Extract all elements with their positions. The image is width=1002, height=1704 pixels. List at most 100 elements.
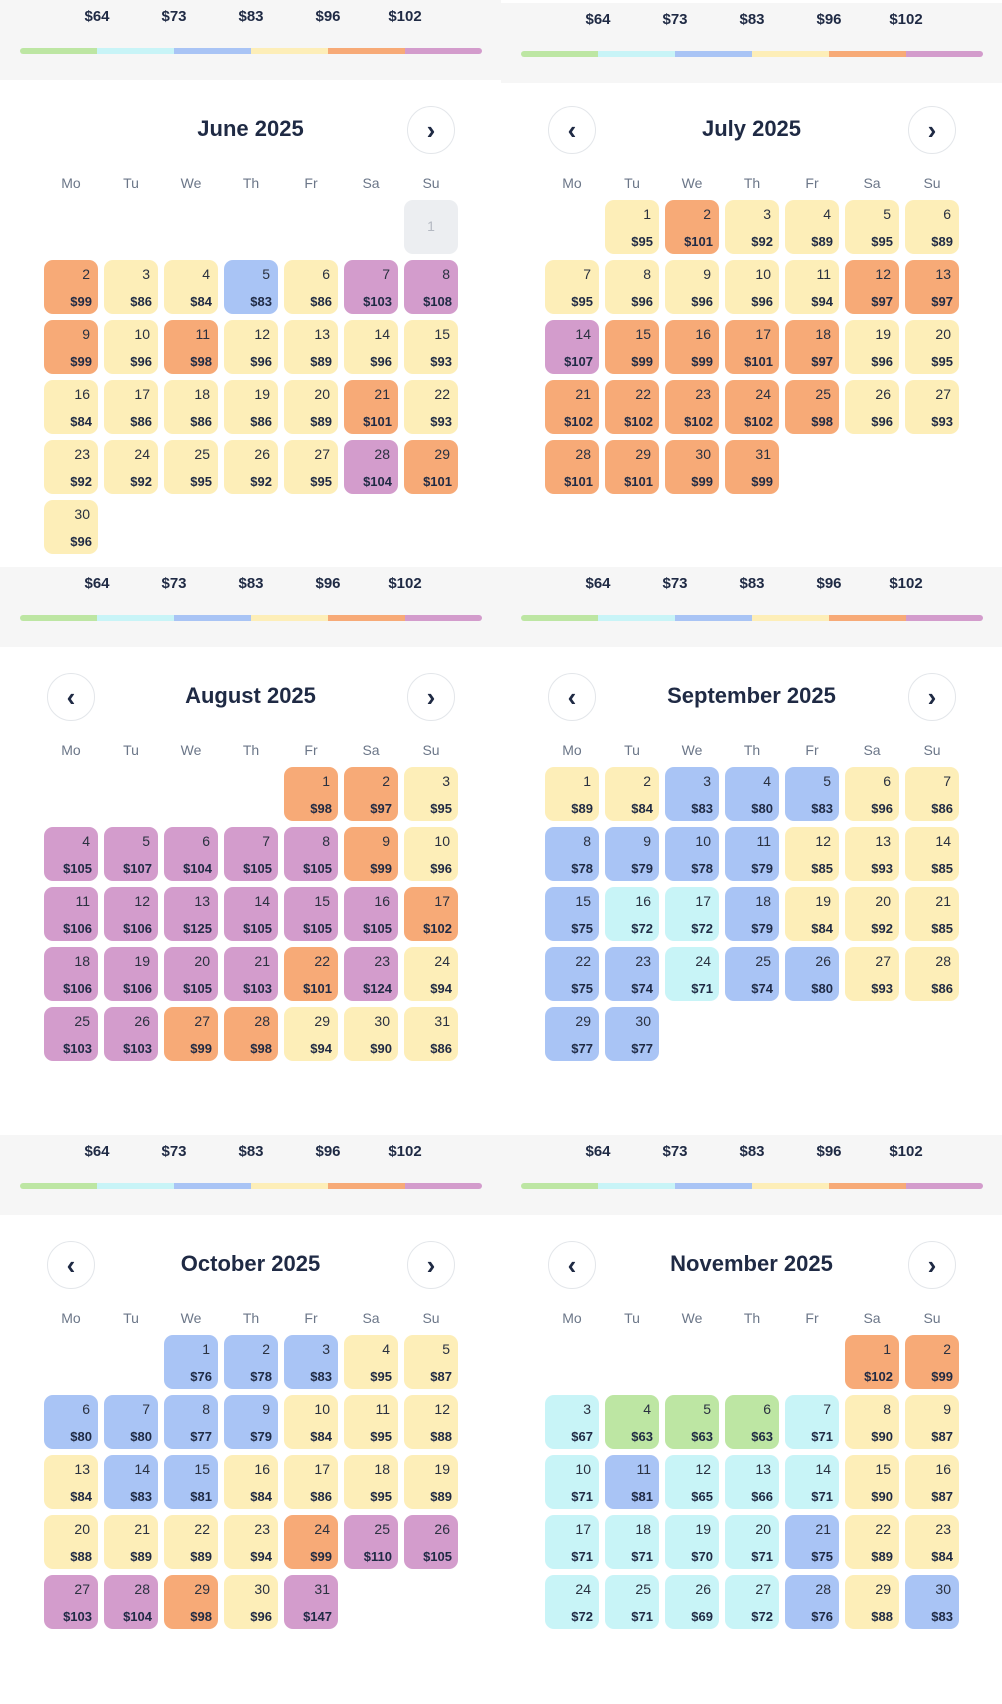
day-cell[interactable]: 17 $101 [725, 320, 779, 374]
day-cell[interactable]: 17 $71 [545, 1515, 599, 1569]
day-cell[interactable]: 25 $110 [344, 1515, 398, 1569]
day-cell[interactable]: 20 $89 [284, 380, 338, 434]
day-cell[interactable]: 18 $86 [164, 380, 218, 434]
day-cell[interactable]: 16 $105 [344, 887, 398, 941]
day-cell[interactable]: 26 $105 [404, 1515, 458, 1569]
prev-month-button[interactable]: ‹ [548, 1241, 596, 1289]
next-month-button[interactable]: › [908, 1241, 956, 1289]
day-cell[interactable]: 15 $99 [605, 320, 659, 374]
day-cell[interactable]: 9 $79 [224, 1395, 278, 1449]
day-cell[interactable]: 30 $96 [224, 1575, 278, 1629]
day-cell[interactable]: 1 $89 [545, 767, 599, 821]
day-cell[interactable]: 2 $84 [605, 767, 659, 821]
day-cell[interactable]: 16 $99 [665, 320, 719, 374]
day-cell[interactable]: 3 $86 [104, 260, 158, 314]
day-cell[interactable]: 19 $86 [224, 380, 278, 434]
day-cell[interactable]: 15 $90 [845, 1455, 899, 1509]
day-cell[interactable]: 31 $86 [404, 1007, 458, 1061]
day-cell[interactable]: 31 $147 [284, 1575, 338, 1629]
day-cell[interactable]: 22 $102 [605, 380, 659, 434]
day-cell[interactable]: 11 $81 [605, 1455, 659, 1509]
day-cell[interactable]: 4 $63 [605, 1395, 659, 1449]
day-cell[interactable]: 25 $103 [44, 1007, 98, 1061]
day-cell[interactable]: 7 $103 [344, 260, 398, 314]
day-cell[interactable]: 2 $78 [224, 1335, 278, 1389]
day-cell[interactable]: 7 $105 [224, 827, 278, 881]
day-cell[interactable]: 8 $96 [605, 260, 659, 314]
day-cell[interactable]: 4 $95 [344, 1335, 398, 1389]
day-cell[interactable]: 5 $83 [224, 260, 278, 314]
day-cell[interactable]: 19 $70 [665, 1515, 719, 1569]
day-cell[interactable]: 17 $102 [404, 887, 458, 941]
day-cell[interactable]: 2 $97 [344, 767, 398, 821]
day-cell[interactable]: 28 $98 [224, 1007, 278, 1061]
day-cell[interactable]: 13 $97 [905, 260, 959, 314]
day-cell[interactable]: 10 $96 [404, 827, 458, 881]
day-cell[interactable]: 8 $77 [164, 1395, 218, 1449]
prev-month-button[interactable]: ‹ [47, 673, 95, 721]
day-cell[interactable]: 5 $63 [665, 1395, 719, 1449]
day-cell[interactable]: 18 $79 [725, 887, 779, 941]
day-cell[interactable]: 23 $74 [605, 947, 659, 1001]
day-cell[interactable]: 12 $85 [785, 827, 839, 881]
day-cell[interactable]: 6 $96 [845, 767, 899, 821]
day-cell[interactable]: 8 $78 [545, 827, 599, 881]
day-cell[interactable]: 24 $92 [104, 440, 158, 494]
day-cell[interactable]: 11 $98 [164, 320, 218, 374]
day-cell[interactable]: 25 $71 [605, 1575, 659, 1629]
day-cell[interactable]: 8 $90 [845, 1395, 899, 1449]
day-cell[interactable]: 3 $83 [665, 767, 719, 821]
day-cell[interactable]: 30 $77 [605, 1007, 659, 1061]
day-cell[interactable]: 23 $84 [905, 1515, 959, 1569]
day-cell[interactable]: 20 $105 [164, 947, 218, 1001]
day-cell[interactable]: 5 $87 [404, 1335, 458, 1389]
day-cell[interactable]: 10 $96 [104, 320, 158, 374]
day-cell[interactable]: 14 $105 [224, 887, 278, 941]
day-cell[interactable]: 3 $92 [725, 200, 779, 254]
day-cell[interactable]: 12 $106 [104, 887, 158, 941]
day-cell[interactable]: 1 $98 [284, 767, 338, 821]
day-cell[interactable]: 30 $96 [44, 500, 98, 554]
day-cell[interactable]: 25 $95 [164, 440, 218, 494]
day-cell[interactable]: 9 $96 [665, 260, 719, 314]
day-cell[interactable]: 24 $102 [725, 380, 779, 434]
day-cell[interactable]: 7 $95 [545, 260, 599, 314]
day-cell[interactable]: 4 $80 [725, 767, 779, 821]
day-cell[interactable]: 21 $89 [104, 1515, 158, 1569]
day-cell[interactable]: 14 $71 [785, 1455, 839, 1509]
day-cell[interactable]: 26 $92 [224, 440, 278, 494]
next-month-button[interactable]: › [908, 673, 956, 721]
day-cell[interactable]: 9 $79 [605, 827, 659, 881]
day-cell[interactable]: 26 $80 [785, 947, 839, 1001]
day-cell[interactable]: 5 $107 [104, 827, 158, 881]
day-cell[interactable]: 27 $103 [44, 1575, 98, 1629]
day-cell[interactable]: 18 $106 [44, 947, 98, 1001]
day-cell[interactable]: 17 $86 [284, 1455, 338, 1509]
day-cell[interactable]: 21 $101 [344, 380, 398, 434]
next-month-button[interactable]: › [407, 106, 455, 154]
day-cell[interactable]: 7 $86 [905, 767, 959, 821]
day-cell[interactable]: 30 $90 [344, 1007, 398, 1061]
day-cell[interactable]: 27 $72 [725, 1575, 779, 1629]
day-cell[interactable]: 21 $85 [905, 887, 959, 941]
day-cell[interactable]: 8 $108 [404, 260, 458, 314]
day-cell[interactable]: 22 $93 [404, 380, 458, 434]
day-cell[interactable]: 24 $99 [284, 1515, 338, 1569]
day-cell[interactable]: 5 $83 [785, 767, 839, 821]
day-cell[interactable]: 21 $103 [224, 947, 278, 1001]
day-cell[interactable]: 22 $89 [164, 1515, 218, 1569]
day-cell[interactable]: 11 $79 [725, 827, 779, 881]
day-cell[interactable]: 21 $102 [545, 380, 599, 434]
day-cell[interactable]: 16 $72 [605, 887, 659, 941]
day-cell[interactable]: 23 $94 [224, 1515, 278, 1569]
day-cell[interactable]: 26 $103 [104, 1007, 158, 1061]
day-cell[interactable]: 14 $85 [905, 827, 959, 881]
day-cell[interactable]: 13 $89 [284, 320, 338, 374]
day-cell[interactable]: 10 $96 [725, 260, 779, 314]
day-cell[interactable]: 31 $99 [725, 440, 779, 494]
day-cell[interactable]: 19 $106 [104, 947, 158, 1001]
day-cell[interactable]: 11 $95 [344, 1395, 398, 1449]
day-cell[interactable]: 13 $93 [845, 827, 899, 881]
day-cell[interactable]: 11 $106 [44, 887, 98, 941]
day-cell[interactable]: 12 $97 [845, 260, 899, 314]
